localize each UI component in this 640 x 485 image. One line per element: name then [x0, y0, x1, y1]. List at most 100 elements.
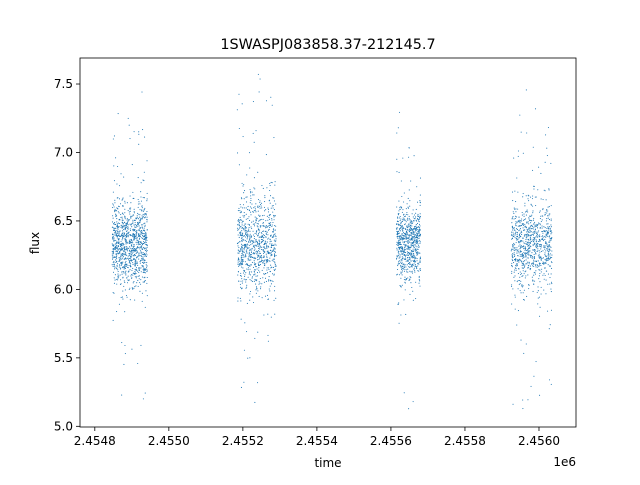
data-point: [140, 279, 142, 281]
data-point: [246, 196, 248, 198]
data-point: [546, 212, 548, 214]
data-point: [517, 273, 519, 275]
data-point: [126, 249, 128, 251]
data-point: [396, 247, 398, 249]
data-point: [515, 238, 517, 240]
data-point: [401, 262, 403, 264]
data-point: [513, 212, 515, 214]
data-point: [539, 255, 541, 257]
data-point: [548, 252, 550, 254]
data-point: [539, 272, 541, 275]
data-point: [121, 394, 123, 396]
data-point: [135, 267, 138, 269]
data-point: [513, 207, 515, 209]
y-tick-label: 6.5: [54, 214, 73, 228]
data-point: [535, 270, 537, 272]
data-point: [514, 250, 516, 252]
data-point: [267, 253, 269, 255]
data-point: [273, 225, 276, 227]
data-point: [268, 237, 270, 239]
data-point: [270, 181, 272, 183]
data-point: [407, 228, 409, 230]
data-point: [241, 219, 243, 221]
data-point: [140, 254, 142, 257]
data-point: [406, 259, 408, 261]
data-point: [245, 264, 247, 266]
data-point: [242, 238, 244, 240]
data-point: [139, 203, 141, 205]
data-point: [402, 217, 404, 219]
data-point: [121, 253, 124, 255]
data-point: [119, 264, 121, 266]
data-point: [243, 225, 245, 227]
data-point: [547, 257, 549, 259]
data-point: [515, 248, 517, 251]
data-point: [523, 260, 525, 262]
data-point: [259, 229, 261, 231]
data-point: [242, 215, 244, 217]
data-point: [239, 234, 241, 236]
data-point: [255, 275, 257, 277]
data-point: [537, 189, 539, 191]
data-point: [531, 255, 533, 257]
data-point: [134, 250, 136, 252]
data-point: [115, 239, 117, 242]
data-point: [129, 223, 131, 225]
data-point: [135, 226, 137, 228]
data-point: [112, 253, 115, 255]
data-point: [112, 235, 114, 237]
data-point: [245, 226, 247, 229]
data-point: [267, 298, 269, 300]
data-point: [416, 226, 418, 228]
data-point: [253, 260, 255, 262]
data-point: [244, 227, 246, 229]
data-point: [121, 244, 123, 246]
data-point: [125, 227, 127, 229]
data-point: [417, 232, 419, 234]
data-point: [540, 220, 542, 223]
data-point: [547, 231, 549, 233]
data-point: [544, 254, 546, 256]
data-point: [268, 216, 270, 219]
data-point: [144, 230, 146, 232]
data-point: [549, 249, 551, 251]
data-point: [513, 271, 515, 273]
data-point: [396, 132, 398, 134]
data-point: [270, 283, 273, 285]
data-point: [122, 245, 124, 247]
data-point: [525, 233, 527, 235]
data-point: [408, 189, 410, 191]
data-point: [113, 222, 116, 224]
data-point: [405, 245, 407, 247]
data-point: [258, 264, 261, 266]
data-point: [521, 239, 523, 242]
data-point: [124, 239, 126, 241]
data-point: [419, 285, 421, 287]
data-point: [519, 114, 521, 116]
data-point: [240, 243, 243, 245]
data-point: [255, 217, 257, 219]
data-point: [274, 264, 276, 266]
data-point: [142, 216, 144, 218]
data-point: [402, 227, 404, 229]
data-point: [529, 229, 531, 231]
data-point: [122, 219, 124, 221]
data-point: [419, 227, 421, 229]
data-point: [114, 227, 117, 229]
data-point: [412, 248, 414, 250]
data-point: [418, 237, 420, 239]
data-point: [532, 244, 534, 246]
data-point: [136, 243, 138, 245]
data-point: [397, 250, 399, 252]
data-point: [244, 247, 246, 249]
data-point: [529, 236, 531, 238]
data-point: [511, 284, 513, 286]
data-point: [239, 233, 241, 235]
data-point: [524, 205, 526, 207]
data-point: [251, 271, 253, 273]
data-point: [399, 206, 401, 208]
data-point: [115, 231, 117, 233]
data-point: [539, 264, 541, 266]
data-point: [130, 256, 132, 258]
data-point: [275, 236, 277, 238]
